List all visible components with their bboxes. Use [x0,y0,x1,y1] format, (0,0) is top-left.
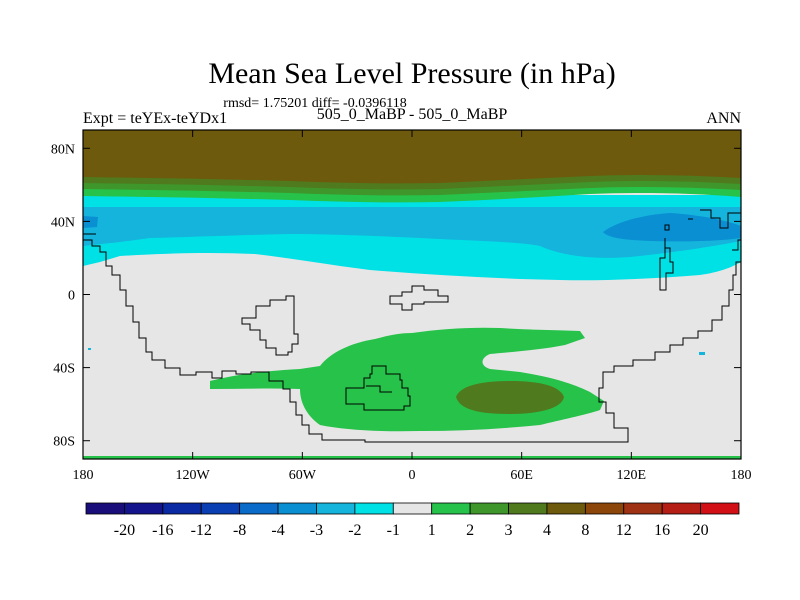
x-tick-label: 120W [176,468,211,483]
colorbar-label: -3 [310,522,323,539]
colorbar-label: 3 [505,522,513,539]
colorbar-swatch [200,502,241,515]
x-axis-ticks: 180 120W 60W 0 60E 120E 180 [73,130,752,483]
season-label: ANN [706,110,741,127]
colorbar-swatch [316,502,356,515]
colorbar-swatch [85,502,125,515]
north-small-continent [389,285,449,311]
polar-high-region [83,130,741,184]
east-coast-south [732,239,741,251]
map-layer [83,130,741,459]
period-label: 505_0_MaBP - 505_0_MaBP [317,106,508,123]
colorbar-swatch [623,502,663,515]
west-continent-interior [241,295,299,356]
colorbar: -20 -16 -12 -8 -4 -3 -2 -1 1 2 3 4 8 12 16 20 [85,502,740,539]
colorbar-label: -12 [191,522,212,539]
colorbar-swatch [354,502,394,515]
colorbar-swatch [700,502,740,515]
colorbar-swatch [162,502,202,515]
continent-outlines [83,209,741,443]
colorbar-swatch [392,502,433,515]
south-continent-inner [345,365,411,411]
colorbar-swatch [469,502,509,515]
colorbar-label: -4 [271,522,284,539]
colorbar-swatch [508,502,548,515]
colorbar-label: 16 [654,522,670,539]
speck [699,352,705,355]
south-continent-bay [366,385,392,393]
east-inlet [659,238,674,291]
north-coast-east [700,209,741,229]
colorbar-label: -2 [348,522,361,539]
y-axis-ticks: 80N 40N 0 40S 80S [51,142,741,450]
southern-high-core [456,381,564,414]
colorbar-label: -16 [152,522,173,539]
colorbar-label: 12 [616,522,632,539]
y-tick-label: 40S [53,362,75,377]
colorbar-swatch [431,502,471,515]
colorbar-swatch [584,502,625,515]
x-tick-label: 180 [73,468,94,483]
y-tick-label: 80S [53,435,75,450]
y-tick-label: 80N [51,142,75,157]
y-tick-label: 0 [68,289,75,304]
colorbar-label: -8 [233,522,246,539]
colorbar-swatch [277,502,317,515]
x-tick-label: 0 [409,468,416,483]
colorbar-label: 1 [428,522,436,539]
colorbar-swatch [546,502,586,515]
stats-line: rmsd= 1.75201 diff= -0.0396118 [223,96,406,111]
y-tick-label: 40N [51,215,75,230]
colorbar-label: 2 [466,522,474,539]
x-tick-label: 60W [289,468,317,483]
coastline-west [83,239,741,443]
experiment-label: Expt = teYEx-teYDx1 [83,110,227,127]
x-tick-label: 120E [617,468,647,483]
chart-title: Mean Sea Level Pressure (in hPa) [208,57,615,90]
x-tick-label: 180 [731,468,752,483]
colorbar-swatch [239,502,279,515]
colorbar-swatch [124,502,164,515]
colorbar-label: 8 [581,522,589,539]
colorbar-label: 20 [693,522,709,539]
colorbar-swatch [661,502,701,515]
colorbar-label: -1 [387,522,400,539]
x-tick-label: 60E [510,468,533,483]
speck [88,348,91,350]
island-north [664,224,670,231]
northern-low-band-mid [83,207,741,258]
colorbar-label: -20 [114,522,135,539]
northern-low-core [603,213,741,242]
northern-low-core-west [83,216,98,228]
colorbar-label: 4 [543,522,551,539]
